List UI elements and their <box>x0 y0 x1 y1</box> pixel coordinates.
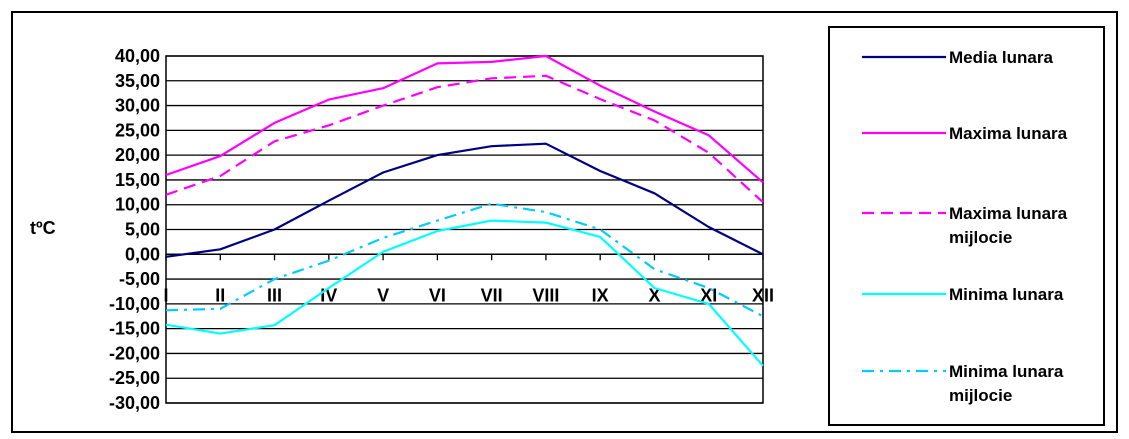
plot-area: 40,00 35,00 30,00 25,00 20,00 15,00 10,00 5,00 0… <box>109 46 774 413</box>
x-tick-label: X <box>648 285 660 305</box>
y-tick-label: -30,00 <box>109 393 160 413</box>
legend-label: Maxima lunara mijlocie <box>949 204 1068 247</box>
x-tick-label: VIII <box>532 285 559 305</box>
y-tick-label: 15,00 <box>115 170 160 190</box>
x-tick-label: V <box>377 285 389 305</box>
y-tick-label: 5,00 <box>125 220 160 240</box>
series-line-2 <box>165 54 764 184</box>
y-tick-label: -20,00 <box>109 343 160 363</box>
x-tick-label: II <box>215 285 225 305</box>
x-tick-label: XII <box>752 285 774 305</box>
legend-label: Minima lunara mijlocie <box>949 362 1064 405</box>
series-line-1 <box>165 142 764 258</box>
y-tick-label: 10,00 <box>115 195 160 215</box>
y-axis-label: tºC <box>30 218 56 238</box>
y-tick-label: 40,00 <box>115 46 160 66</box>
y-tick-label: 20,00 <box>115 145 160 165</box>
y-tick-label: -25,00 <box>109 368 160 388</box>
y-tick-label: -5,00 <box>119 269 160 289</box>
y-tick-label: 30,00 <box>115 96 160 116</box>
y-tick-label: 25,00 <box>115 120 160 140</box>
y-tick-label: -15,00 <box>109 319 160 339</box>
legend-label: Maxima lunara <box>949 124 1068 143</box>
legend-label: Media lunara <box>949 48 1053 67</box>
x-tick-label: III <box>267 285 282 305</box>
legend: Media lunara Maxima lunara Maxima lunara mi… <box>862 48 1068 405</box>
y-tick-label: 35,00 <box>115 71 160 91</box>
x-tick-label: VII <box>481 285 503 305</box>
x-tick-label: I <box>163 285 168 305</box>
series-line-4 <box>165 219 764 367</box>
series-line-5 <box>165 202 764 318</box>
x-tick-label: IX <box>592 285 609 305</box>
legend-label: Minima lunara <box>949 285 1064 304</box>
x-tick-label: VI <box>429 285 446 305</box>
y-tick-label: 0,00 <box>125 244 160 264</box>
y-tick-label: -10,00 <box>109 294 160 314</box>
legend-box <box>828 26 1105 426</box>
